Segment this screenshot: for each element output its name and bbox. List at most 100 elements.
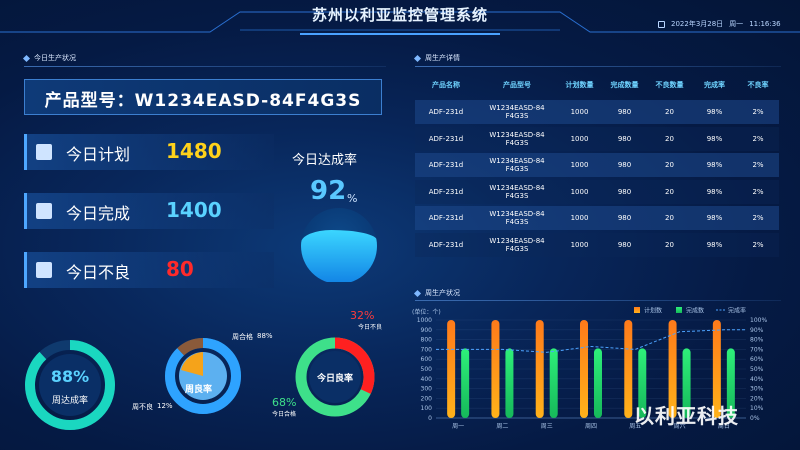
bar-done bbox=[638, 348, 647, 418]
y-tick-label: 800 bbox=[421, 337, 433, 344]
bar-plan bbox=[668, 320, 677, 418]
chart-panel-title: 周生产状况 bbox=[413, 288, 460, 298]
divider bbox=[24, 66, 386, 67]
table-cell: 980 bbox=[617, 134, 632, 143]
table-cell: 980 bbox=[617, 161, 632, 169]
col-header: 不良数量 bbox=[655, 81, 684, 89]
table-cell: 98% bbox=[706, 161, 723, 169]
table-cell: ADF-231d bbox=[428, 108, 464, 116]
weekday-text: 周一 bbox=[729, 20, 744, 28]
table-cell: 2% bbox=[752, 134, 764, 143]
bar-plan bbox=[712, 320, 721, 418]
y-tick-label: 200 bbox=[421, 395, 433, 402]
x-tick-label: 周二 bbox=[496, 423, 508, 430]
daily-good-value: 68% bbox=[272, 396, 297, 409]
table-cell: ADF-231d bbox=[428, 134, 464, 143]
weekly-good-legend: 周合格 88% bbox=[232, 332, 273, 341]
weekly-production-chart: 0 0% 100 10% 200 20% 300 30% 400 40% 500 50% 600 60% 7… bbox=[412, 307, 767, 431]
bar-plan bbox=[624, 320, 633, 418]
weekly-rate-label: 周达成率 bbox=[51, 396, 88, 406]
model-label: 产品型号：W1234EASD-84F4G3S bbox=[44, 91, 362, 111]
bar-plan bbox=[580, 320, 588, 418]
daily-bad-arc bbox=[295, 337, 375, 417]
water-level-gauge bbox=[301, 208, 377, 284]
kpi-defect-value: 80 bbox=[166, 257, 194, 281]
y2-tick-label: 30% bbox=[750, 386, 764, 393]
kpi-plan-value: 1480 bbox=[166, 139, 222, 163]
y-tick-label: 400 bbox=[421, 376, 433, 383]
table-cell: 1000 bbox=[570, 161, 589, 169]
datetime: 2022年3月28日 周一 11:16:36 bbox=[658, 19, 781, 29]
y2-tick-label: 60% bbox=[750, 356, 764, 363]
y-tick-label: 900 bbox=[421, 327, 433, 334]
col-header: 完成率 bbox=[704, 81, 725, 89]
page-title: 苏州以利亚监控管理系统 bbox=[311, 6, 488, 24]
y2-tick-label: 10% bbox=[750, 405, 764, 412]
diamond-icon bbox=[413, 54, 422, 62]
x-tick-label: 周日 bbox=[718, 423, 730, 430]
y-tick-label: 100 bbox=[421, 405, 433, 412]
col-header: 完成数量 bbox=[610, 81, 639, 89]
table-row: ADF-231d W1234EASD-84 F4G3S 1000 980 20 98% 2% bbox=[415, 179, 779, 204]
table-cell: ADF-231d bbox=[428, 187, 464, 196]
table-cell: W1234EASD-84 F4G3S bbox=[489, 157, 545, 173]
table-cell: 2% bbox=[752, 187, 764, 196]
y-tick-label: 700 bbox=[421, 346, 433, 353]
table-header: 产品名称 产品型号 计划数量 完成数量 不良数量 完成率 不良率 bbox=[415, 76, 779, 96]
table-cell: W1234EASD-84 F4G3S bbox=[489, 183, 545, 200]
bar-done bbox=[461, 348, 470, 418]
table-cell: 980 bbox=[617, 214, 632, 222]
x-tick-label: 周三 bbox=[541, 423, 553, 430]
weekly-bad-legend: 周不良 12% bbox=[132, 402, 173, 411]
bar-done bbox=[505, 348, 514, 418]
bar-done bbox=[549, 348, 558, 418]
table-cell: 1000 bbox=[570, 187, 589, 196]
y2-tick-label: 20% bbox=[750, 395, 764, 402]
weekly-good-donut bbox=[165, 338, 241, 414]
rate-unit: % bbox=[347, 192, 358, 205]
line-completion-rate bbox=[436, 329, 746, 353]
weekly-rate-arc bbox=[25, 340, 115, 430]
kpi-done-value: 1400 bbox=[166, 198, 222, 222]
table-cell: W1234EASD-84 F4G3S bbox=[489, 236, 545, 253]
daily-bad-value: 32% bbox=[350, 309, 375, 322]
weekly-bad-arc bbox=[165, 338, 241, 414]
weekly-rate-value: 88% bbox=[50, 367, 90, 386]
table-cell: ADF-231d bbox=[428, 161, 464, 169]
y2-tick-label: 90% bbox=[750, 327, 764, 334]
table-cell: 20 bbox=[665, 187, 674, 196]
bar-done bbox=[594, 348, 602, 418]
list-icon bbox=[36, 144, 52, 160]
table-cell: 1000 bbox=[570, 240, 589, 249]
left-panel-title: 今日生产状况 bbox=[22, 53, 76, 63]
table-cell: 2% bbox=[752, 214, 764, 222]
table-cell: 98% bbox=[706, 214, 723, 222]
time-text: 11:16:36 bbox=[749, 20, 781, 28]
x-tick-label: 周五 bbox=[629, 423, 641, 430]
y2-tick-label: 0% bbox=[750, 415, 760, 422]
bar-plan bbox=[535, 320, 544, 418]
y2-tick-label: 70% bbox=[750, 346, 764, 353]
table-cell: 20 bbox=[665, 134, 674, 143]
table-cell: 20 bbox=[665, 161, 674, 169]
table-cell: ADF-231d bbox=[428, 214, 464, 222]
legend-label: 计划数 bbox=[644, 307, 662, 315]
table-cell: 20 bbox=[665, 108, 674, 116]
legend-swatch bbox=[634, 307, 640, 313]
table-panel-title: 周生产详情 bbox=[413, 53, 460, 63]
alert-doc-icon bbox=[36, 262, 52, 278]
header-bar bbox=[0, 0, 800, 40]
rate-label: 今日达成率 bbox=[292, 153, 358, 168]
y-tick-label: 1000 bbox=[417, 317, 432, 324]
unit-label: (单位：个) bbox=[412, 308, 441, 316]
y-tick-label: 300 bbox=[421, 386, 433, 393]
y2-tick-label: 100% bbox=[750, 317, 767, 324]
daily-good-donut bbox=[295, 337, 375, 417]
diamond-icon bbox=[413, 289, 422, 297]
date-text: 2022年3月28日 bbox=[671, 20, 724, 28]
divider bbox=[415, 300, 781, 301]
table-cell: 98% bbox=[706, 134, 723, 143]
table-cell: 20 bbox=[665, 240, 674, 249]
weekly-good-center: 周良率 bbox=[185, 385, 213, 395]
weekly-rate-gauge bbox=[25, 340, 115, 430]
